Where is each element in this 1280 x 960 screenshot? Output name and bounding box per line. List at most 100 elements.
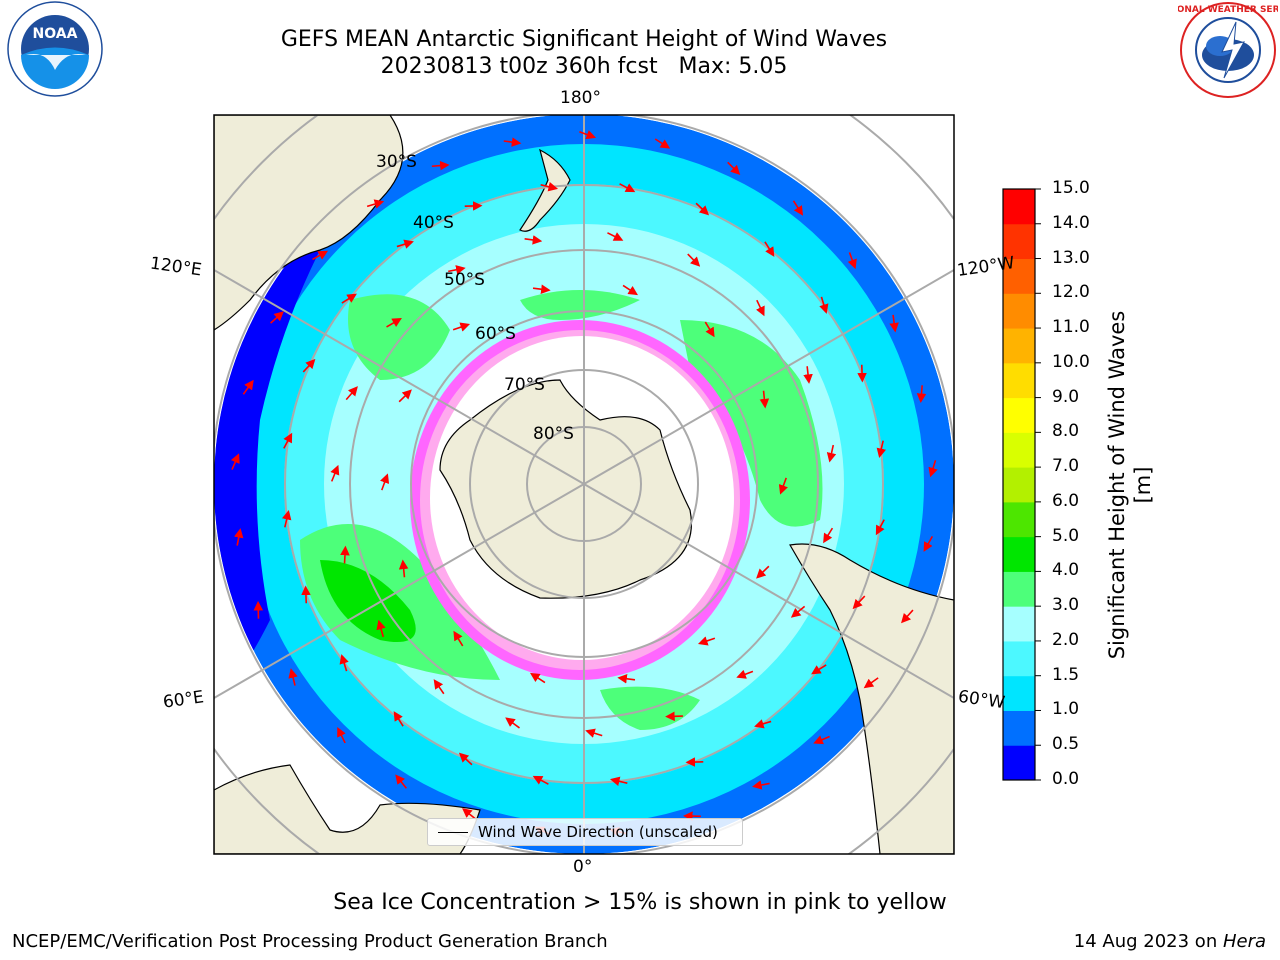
wave-arrow <box>398 559 409 578</box>
colorbar-swatch <box>1003 397 1035 433</box>
wave-arrow <box>376 619 386 638</box>
wave-arrow <box>687 253 701 267</box>
wave-arrow <box>813 735 830 745</box>
colorbar-tick-label: 0.0 <box>1052 769 1080 789</box>
colorbar-tick-label: 5.0 <box>1052 525 1080 546</box>
footer-date-prefix: 14 Aug 2023 on <box>1073 931 1223 952</box>
wave-arrow <box>458 752 473 766</box>
legend-label: Wind Wave Direction (unscaled) <box>478 823 718 841</box>
wave-arrow <box>366 199 385 209</box>
wind-wave-arrows <box>230 130 938 837</box>
wave-arrow <box>337 726 346 744</box>
wave-arrow <box>819 296 829 314</box>
wave-arrow <box>617 674 636 684</box>
wave-arrow <box>431 160 450 171</box>
wave-arrow <box>242 379 254 395</box>
colorbar-tick-label: 15.0 <box>1052 178 1090 198</box>
wave-arrow <box>532 775 549 785</box>
footer-credit: NCEP/EMC/Verification Post Processing Pr… <box>12 931 608 952</box>
colorbar-swatch <box>1003 501 1035 538</box>
wave-arrow <box>756 565 770 579</box>
wave-arrow <box>270 311 284 324</box>
wave-arrow <box>889 314 899 333</box>
wave-arrow <box>622 284 638 296</box>
colorbar-title: Significant Height of Wind Waves [m] <box>1105 310 1155 660</box>
wave-arrow <box>695 202 710 216</box>
nws-logo-text: NATIONAL WEATHER SERVICE <box>1178 5 1278 15</box>
colorbar-tick-label: 14.0 <box>1052 212 1090 233</box>
lon-label-0: 0° <box>573 857 593 877</box>
colorbar-swatch <box>1003 745 1035 781</box>
colorbar-swatch <box>1003 640 1035 677</box>
australia <box>214 115 404 331</box>
map-legend: Wind Wave Direction (unscaled) <box>427 818 743 846</box>
wave-arrow <box>380 473 390 491</box>
colorbar-tick-label: 10.0 <box>1052 351 1090 372</box>
wave-arrow <box>764 241 775 257</box>
colorbar-tick-label: 1.5 <box>1052 664 1080 685</box>
colorbar-tick-label: 2.0 <box>1052 629 1080 650</box>
wave-arrow <box>736 669 754 679</box>
lat-label-30s: 30°S <box>376 152 417 172</box>
footer-host: Hera <box>1222 931 1266 952</box>
colorbar-swatch <box>1003 189 1035 225</box>
colorbar-swatch <box>1003 362 1035 399</box>
wave-arrow <box>339 654 349 672</box>
title-line-2: 20230813 t00z 360h fcst Max: 5.05 <box>380 54 788 79</box>
colorbar-tick-label: 3.0 <box>1052 595 1080 616</box>
wave-arrow <box>395 774 407 789</box>
coastlines <box>214 115 954 854</box>
wave-arrow <box>901 609 914 624</box>
colorbar-swatch <box>1003 258 1035 294</box>
wave-arrow <box>233 528 244 546</box>
wave-arrow <box>312 250 329 261</box>
wave-arrow <box>585 728 603 738</box>
wave-arrow <box>704 321 715 338</box>
wave-arrow <box>790 605 806 618</box>
wave-arrow <box>448 265 466 275</box>
wave-arrow <box>452 322 471 332</box>
wave-arrow <box>393 711 404 727</box>
colorbar-swatch <box>1003 432 1035 468</box>
wave-arrow <box>826 444 837 463</box>
nws-logo: NATIONAL WEATHER SERVICE <box>1178 2 1278 98</box>
wave-arrow <box>607 232 624 241</box>
new-zealand <box>519 148 571 232</box>
wave-arrow <box>524 235 543 245</box>
wave-arrow <box>283 432 293 449</box>
legend-line-icon <box>438 832 468 833</box>
wave-arrow <box>752 780 770 790</box>
colorbar-tick-label: 1.0 <box>1052 699 1080 720</box>
wave-arrow <box>754 719 772 729</box>
wave-arrow <box>345 386 358 401</box>
wave-arrow <box>923 536 934 552</box>
wave-arrow <box>847 252 857 270</box>
wave-arrow <box>288 668 298 686</box>
wave-arrow <box>302 358 316 373</box>
wave-arrow <box>341 293 357 304</box>
wave-arrow <box>778 477 788 495</box>
wave-arrow <box>330 464 340 482</box>
wave-arrow <box>823 527 834 544</box>
wave-arrow <box>462 808 477 820</box>
colorbar-tick-label: 7.0 <box>1052 456 1080 477</box>
wave-arrow <box>530 672 546 684</box>
colorbar-tick-label: 11.0 <box>1052 317 1090 338</box>
wave-arrow <box>453 630 464 647</box>
colorbar-tick-label: 6.0 <box>1052 490 1080 511</box>
wave-arrow <box>281 509 292 528</box>
colorbar-swatch <box>1003 467 1035 503</box>
wave-arrow <box>433 679 445 695</box>
colorbar-swatch <box>1003 536 1035 572</box>
colorbar-swatch <box>1003 606 1035 642</box>
south-america <box>789 543 954 854</box>
lat-label-80s: 80°S <box>533 424 574 444</box>
wave-arrow <box>386 318 402 328</box>
colorbar-tick-label: 4.0 <box>1052 560 1080 581</box>
colorbar-swatch <box>1003 223 1035 260</box>
wave-arrow <box>727 161 741 175</box>
wave-arrow <box>398 389 412 403</box>
colorbar-tick-label: 8.0 <box>1052 421 1080 442</box>
wave-arrow <box>505 717 520 729</box>
noaa-logo: NOAA <box>7 1 103 97</box>
